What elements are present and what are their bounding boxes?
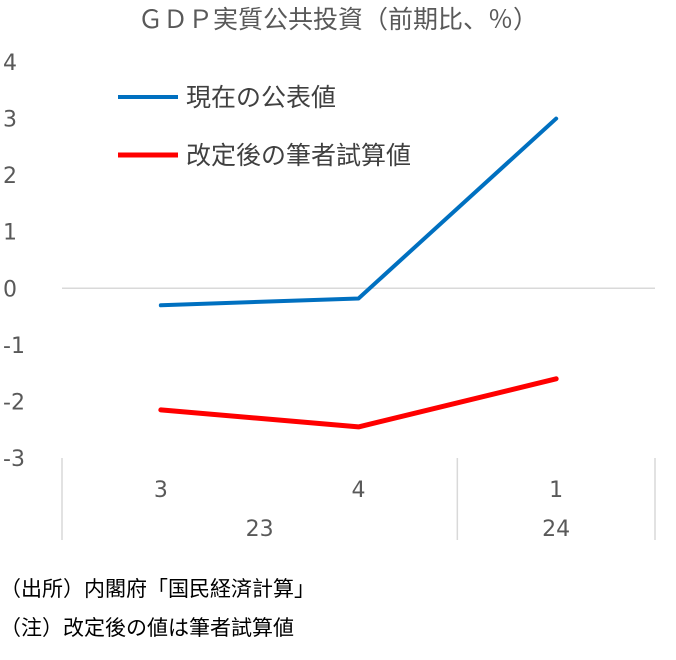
footnote: （注）改定後の値は筆者試算値	[0, 616, 294, 640]
x-tick-label: 3	[154, 478, 168, 503]
series-lines	[158, 116, 559, 430]
y-tick-label: 2	[3, 164, 17, 189]
series-line-2	[158, 376, 559, 430]
x-group-label: 24	[542, 517, 570, 542]
source-note: （出所）内閣府「国民経済計算」	[0, 577, 315, 601]
x-tick-label: 4	[352, 478, 366, 503]
y-tick-label: -2	[3, 390, 25, 415]
series-line-1	[158, 116, 559, 308]
x-axis: 3 4 1 23 24	[61, 458, 656, 542]
y-tick-label: 4	[3, 51, 17, 76]
legend-label: 現在の公表値	[186, 83, 336, 112]
y-tick-label: -1	[3, 334, 25, 359]
legend-label: 改定後の筆者試算値	[186, 141, 411, 170]
y-tick-label: 1	[3, 221, 17, 246]
x-group-label: 23	[246, 517, 274, 542]
line-chart: ＧＤＰ実質公共投資（前期比、％） 4 3 2 1 0 -1 -2 -3 3 4 1 23 24 現在の…	[3, 5, 656, 542]
y-tick-label: 0	[3, 277, 17, 302]
chart-title: ＧＤＰ実質公共投資（前期比、％）	[138, 5, 538, 34]
y-axis-ticks: 4 3 2 1 0 -1 -2 -3	[3, 51, 25, 472]
y-tick-label: 3	[3, 108, 17, 133]
x-tick-label: 1	[549, 478, 563, 503]
y-tick-label: -3	[3, 447, 25, 472]
